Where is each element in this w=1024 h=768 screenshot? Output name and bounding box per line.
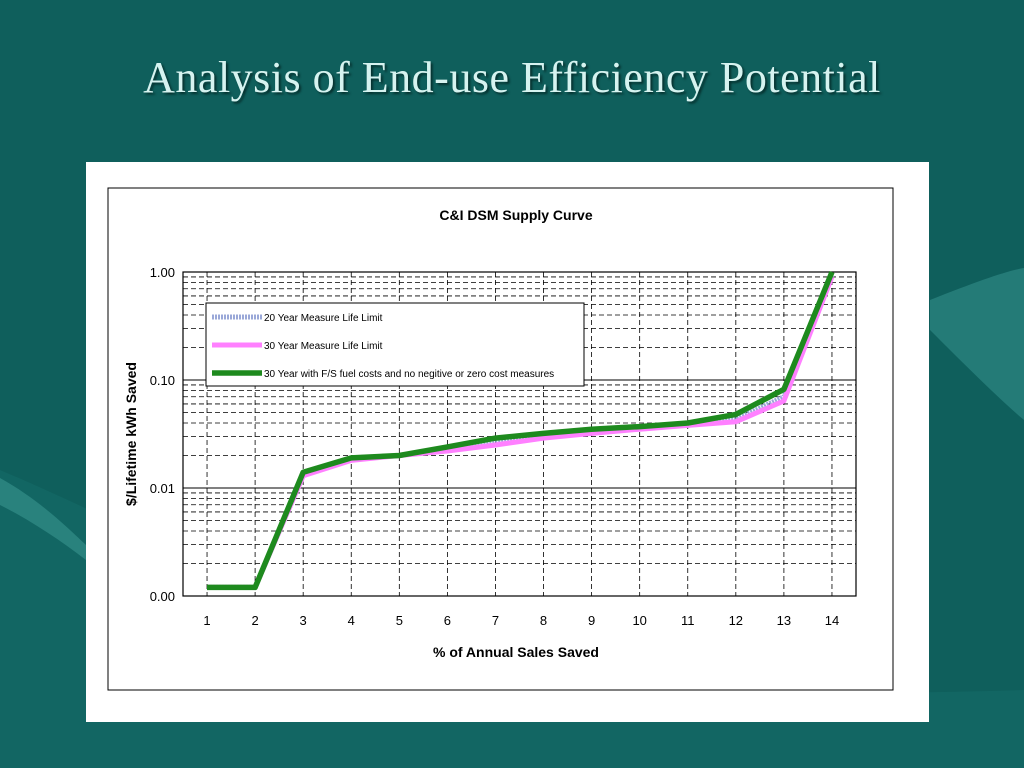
x-tick-label: 1 xyxy=(203,613,210,628)
x-tick-label: 14 xyxy=(825,613,839,628)
chart-title: C&I DSM Supply Curve xyxy=(439,207,592,223)
x-tick-label: 7 xyxy=(492,613,499,628)
x-tick-label: 11 xyxy=(681,613,695,628)
x-tick-labels: 1 2 3 4 5 6 7 8 9 10 11 12 13 14 xyxy=(203,613,839,628)
x-tick-label: 6 xyxy=(444,613,451,628)
plot-area xyxy=(182,271,857,597)
legend-label-3: 30 Year with F/S fuel costs and no negit… xyxy=(264,369,554,380)
legend-label-1: 20 Year Measure Life Limit xyxy=(264,313,383,324)
series-line-3 xyxy=(207,270,835,591)
y-tick-labels: 1.00 0.10 0.01 0.00 xyxy=(150,265,175,604)
legend-box xyxy=(205,302,585,387)
legend-label-2: 30 Year Measure Life Limit xyxy=(264,341,383,352)
y-tick-label: 0.01 xyxy=(150,481,175,496)
x-tick-label: 9 xyxy=(588,613,595,628)
series-lines xyxy=(207,270,835,591)
x-tick-label: 3 xyxy=(300,613,307,628)
x-axis-label: % of Annual Sales Saved xyxy=(433,644,599,660)
x-tick-label: 2 xyxy=(251,613,258,628)
slide-title: Analysis of End-use Efficiency Potential xyxy=(143,53,881,102)
y-axis-label: $/Lifetime kWh Saved xyxy=(123,362,139,506)
x-tick-label: 5 xyxy=(396,613,403,628)
y-tick-label: 0.10 xyxy=(150,373,175,388)
x-tick-label: 10 xyxy=(632,613,646,628)
x-tick-label: 8 xyxy=(540,613,547,628)
legend: 20 Year Measure Life Limit 30 Year Measur… xyxy=(205,302,585,387)
x-tick-label: 13 xyxy=(777,613,791,628)
y-tick-label: 0.00 xyxy=(150,589,175,604)
x-tick-label: 4 xyxy=(348,613,355,628)
y-tick-label: 1.00 xyxy=(150,265,175,280)
series-line-2 xyxy=(207,275,835,590)
x-tick-label: 12 xyxy=(729,613,743,628)
